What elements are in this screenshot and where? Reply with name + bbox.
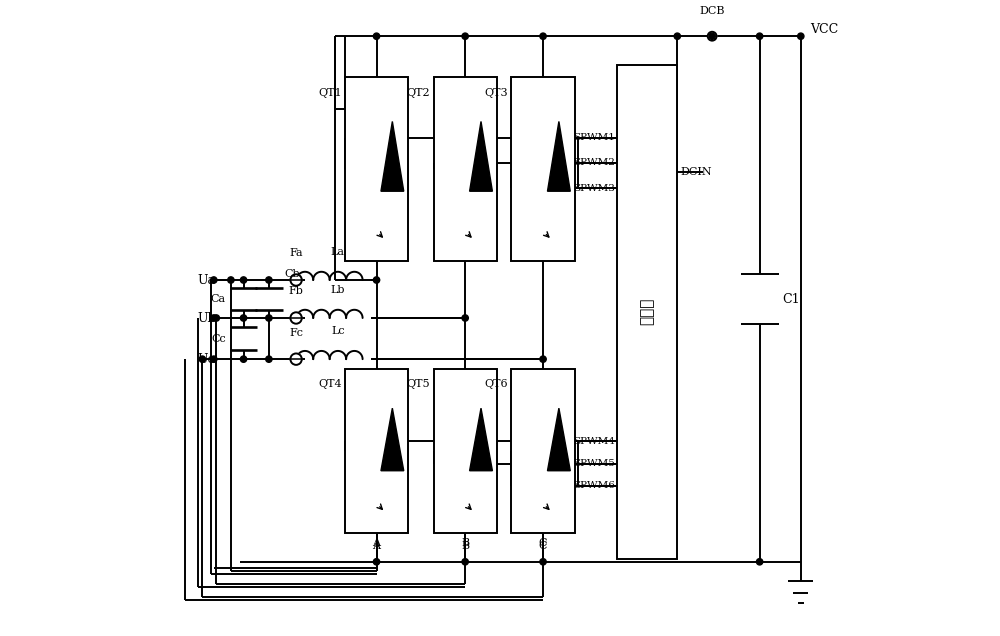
Circle shape	[290, 274, 302, 286]
Text: A: A	[373, 538, 381, 548]
Circle shape	[798, 33, 804, 39]
Polygon shape	[381, 121, 404, 191]
Text: Lc: Lc	[331, 326, 345, 336]
Text: Ua: Ua	[197, 273, 215, 286]
Text: SPWM1: SPWM1	[573, 133, 615, 142]
Bar	[434, 78, 497, 261]
Circle shape	[199, 356, 206, 363]
Circle shape	[211, 356, 217, 363]
Bar	[434, 369, 497, 534]
Text: QT5: QT5	[407, 380, 430, 389]
Text: QT3: QT3	[485, 88, 508, 98]
Circle shape	[540, 356, 546, 363]
Circle shape	[213, 315, 219, 321]
Circle shape	[290, 354, 302, 365]
Text: Cb: Cb	[285, 268, 300, 279]
Text: 控制板: 控制板	[640, 298, 655, 326]
Text: SPWM5: SPWM5	[573, 459, 615, 468]
Bar	[511, 78, 575, 261]
Circle shape	[290, 312, 302, 324]
Polygon shape	[470, 121, 492, 191]
Circle shape	[674, 33, 680, 39]
Text: VCC: VCC	[810, 24, 839, 36]
Circle shape	[709, 33, 715, 39]
Circle shape	[373, 558, 380, 565]
Bar	[345, 369, 408, 534]
Polygon shape	[547, 408, 570, 471]
Text: A: A	[373, 541, 381, 551]
Circle shape	[373, 277, 380, 283]
Text: SPWM2: SPWM2	[573, 158, 615, 167]
Text: SPWM3: SPWM3	[573, 184, 615, 193]
Circle shape	[266, 277, 272, 283]
Text: SPWM4: SPWM4	[573, 437, 615, 446]
Text: QT1: QT1	[318, 88, 342, 98]
Circle shape	[228, 277, 234, 283]
Circle shape	[266, 356, 272, 363]
Text: QT4: QT4	[318, 380, 342, 389]
Polygon shape	[381, 408, 404, 471]
Circle shape	[211, 315, 217, 321]
Text: Lb: Lb	[331, 284, 345, 294]
Text: QT6: QT6	[485, 380, 508, 389]
Circle shape	[266, 315, 272, 321]
Text: SPWM6: SPWM6	[573, 481, 615, 490]
Circle shape	[211, 277, 217, 283]
Bar	[345, 78, 408, 261]
Polygon shape	[470, 408, 492, 471]
Circle shape	[240, 356, 247, 363]
Circle shape	[462, 558, 468, 565]
Text: B: B	[461, 541, 469, 551]
Circle shape	[540, 558, 546, 565]
Polygon shape	[547, 121, 570, 191]
Circle shape	[462, 33, 468, 39]
Text: Ca: Ca	[211, 294, 226, 304]
Bar	[617, 65, 677, 558]
Text: Fa: Fa	[289, 249, 303, 258]
Circle shape	[240, 315, 247, 321]
Circle shape	[373, 33, 380, 39]
Circle shape	[462, 315, 468, 321]
Bar	[511, 369, 575, 534]
Text: QT2: QT2	[407, 88, 430, 98]
Text: DCIN: DCIN	[680, 167, 712, 177]
Text: La: La	[331, 247, 345, 256]
Circle shape	[756, 558, 763, 565]
Text: Cc: Cc	[211, 333, 226, 343]
Text: Uc: Uc	[197, 352, 215, 366]
Text: DCB: DCB	[699, 6, 725, 16]
Circle shape	[708, 32, 717, 41]
Circle shape	[240, 277, 247, 283]
Text: Fb: Fb	[289, 286, 304, 296]
Text: Ub: Ub	[197, 312, 216, 324]
Text: C1: C1	[782, 293, 799, 305]
Text: C: C	[539, 538, 547, 548]
Text: C: C	[539, 541, 547, 551]
Circle shape	[756, 33, 763, 39]
Circle shape	[540, 33, 546, 39]
Text: B: B	[461, 538, 469, 548]
Text: Fc: Fc	[289, 328, 303, 338]
